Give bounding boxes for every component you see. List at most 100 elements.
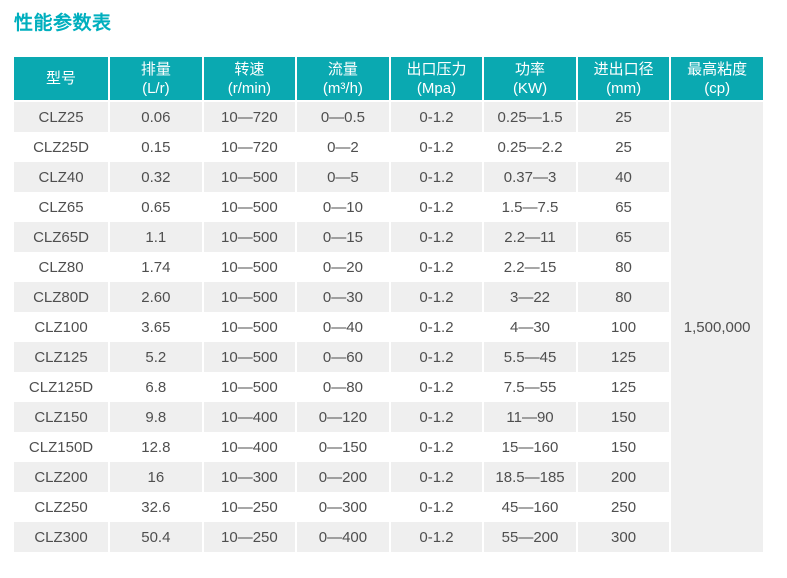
cell-speed: 10—500 (201, 282, 296, 312)
cell-power: 0.25—2.2 (482, 132, 576, 162)
cell-port-diameter: 25 (575, 102, 670, 132)
cell-outlet-pressure: 0-1.2 (388, 492, 483, 522)
cell-outlet-pressure: 0-1.2 (388, 192, 483, 222)
table-row-clz25d: CLZ25D 0.15 10—720 0—2 0-1.2 0.25—2.2 25 (14, 132, 763, 162)
column-header-speed: 转速 (r/min) (201, 57, 296, 102)
column-label: 排量 (140, 60, 171, 78)
cell-outlet-pressure: 0-1.2 (388, 102, 483, 132)
column-unit: (Mpa) (416, 79, 457, 97)
column-header-outlet-pressure: 出口压力 (Mpa) (388, 57, 483, 102)
cell-model: CLZ300 (14, 522, 109, 552)
cell-model: CLZ80D (14, 282, 109, 312)
cell-displacement: 6.8 (108, 372, 202, 402)
cell-outlet-pressure: 0-1.2 (388, 522, 483, 552)
cell-port-diameter: 200 (575, 462, 670, 492)
cell-port-diameter: 65 (575, 192, 670, 222)
cell-speed: 10—720 (201, 102, 296, 132)
table-row-clz250: CLZ250 32.6 10—250 0—300 0-1.2 45—160 250 (14, 492, 763, 522)
cell-port-diameter: 125 (575, 342, 670, 372)
cell-flow: 0—150 (295, 432, 389, 462)
cell-displacement: 0.06 (108, 102, 202, 132)
cell-power: 3—22 (482, 282, 576, 312)
cell-port-diameter: 65 (575, 222, 670, 252)
cell-port-diameter: 300 (575, 522, 670, 552)
cell-flow: 0—200 (295, 462, 389, 492)
cell-port-diameter: 250 (575, 492, 670, 522)
column-unit: (m³/h) (322, 79, 363, 97)
cell-outlet-pressure: 0-1.2 (388, 462, 483, 492)
cell-displacement: 12.8 (108, 432, 202, 462)
cell-outlet-pressure: 0-1.2 (388, 282, 483, 312)
cell-power: 0.37—3 (482, 162, 576, 192)
cell-outlet-pressure: 0-1.2 (388, 432, 483, 462)
cell-speed: 10—720 (201, 132, 296, 162)
cell-outlet-pressure: 0-1.2 (388, 132, 483, 162)
column-header-max-viscosity: 最高粘度 (cp) (669, 57, 763, 102)
cell-displacement: 3.65 (108, 312, 202, 342)
performance-spec-table: 型号 排量 (L/r) 转速 (r/min) 流量 (m³/h) 出口压力 (Mpa) 功率 (KW… (14, 57, 763, 552)
table-row-clz125d: CLZ125D 6.8 10—500 0—80 0-1.2 7.5—55 125 (14, 372, 763, 402)
cell-flow: 0—40 (295, 312, 389, 342)
cell-displacement: 16 (108, 462, 202, 492)
table-row-clz25: CLZ25 0.06 10—720 0—0.5 0-1.2 0.25—1.5 25 1,500… (14, 102, 763, 552)
cell-port-diameter: 125 (575, 372, 670, 402)
cell-speed: 10—400 (201, 402, 296, 432)
table-row-clz40: CLZ40 0.32 10—500 0—5 0-1.2 0.37—3 40 (14, 162, 763, 192)
page-title: 性能参数表 (14, 13, 112, 34)
cell-model: CLZ150 (14, 402, 109, 432)
column-header-model: 型号 (14, 57, 109, 102)
cell-model: CLZ40 (14, 162, 109, 192)
cell-displacement: 9.8 (108, 402, 202, 432)
cell-displacement: 0.65 (108, 192, 202, 222)
cell-model: CLZ125 (14, 342, 109, 372)
cell-speed: 10—400 (201, 432, 296, 462)
column-unit: (cp) (704, 79, 731, 97)
cell-flow: 0—120 (295, 402, 389, 432)
table-row-clz150d: CLZ150D 12.8 10—400 0—150 0-1.2 15—160 150 (14, 432, 763, 462)
cell-displacement: 2.60 (108, 282, 202, 312)
cell-port-diameter: 100 (575, 312, 670, 342)
column-label: 功率 (515, 60, 546, 78)
cell-port-diameter: 25 (575, 132, 670, 162)
table-row-clz300: CLZ300 50.4 10—250 0—400 0-1.2 55—200 300 (14, 522, 763, 552)
cell-power: 55—200 (482, 522, 576, 552)
cell-model: CLZ25 (14, 102, 109, 132)
table-row-clz125: CLZ125 5.2 10—500 0—60 0-1.2 5.5—45 125 (14, 342, 763, 372)
cell-power: 7.5—55 (482, 372, 576, 402)
column-header-power: 功率 (KW) (482, 57, 576, 102)
table-row-clz150: CLZ150 9.8 10—400 0—120 0-1.2 11—90 150 (14, 402, 763, 432)
cell-model: CLZ150D (14, 432, 109, 462)
cell-displacement: 0.15 (108, 132, 202, 162)
cell-model: CLZ80 (14, 252, 109, 282)
cell-displacement: 1.1 (108, 222, 202, 252)
column-header-port-diameter: 进出口径 (mm) (575, 57, 670, 102)
cell-power: 11—90 (482, 402, 576, 432)
cell-power: 5.5—45 (482, 342, 576, 372)
cell-speed: 10—500 (201, 162, 296, 192)
cell-speed: 10—500 (201, 252, 296, 282)
column-label: 最高粘度 (687, 60, 748, 78)
cell-displacement: 32.6 (108, 492, 202, 522)
cell-power: 2.2—11 (482, 222, 576, 252)
column-label: 转速 (234, 60, 265, 78)
cell-port-diameter: 80 (575, 282, 670, 312)
cell-port-diameter: 150 (575, 432, 670, 462)
cell-speed: 10—250 (201, 492, 296, 522)
table-header: 型号 排量 (L/r) 转速 (r/min) 流量 (m³/h) 出口压力 (Mpa) 功率 (KW… (14, 57, 763, 102)
cell-outlet-pressure: 0-1.2 (388, 312, 483, 342)
cell-model: CLZ25D (14, 132, 109, 162)
cell-flow: 0—15 (295, 222, 389, 252)
cell-outlet-pressure: 0-1.2 (388, 222, 483, 252)
cell-speed: 10—250 (201, 522, 296, 552)
cell-flow: 0—400 (295, 522, 389, 552)
cell-model: CLZ100 (14, 312, 109, 342)
table-body: CLZ25 0.06 10—720 0—0.5 0-1.2 0.25—1.5 25 1,500… (14, 102, 763, 552)
cell-outlet-pressure: 0-1.2 (388, 162, 483, 192)
cell-outlet-pressure: 0-1.2 (388, 372, 483, 402)
cell-displacement: 5.2 (108, 342, 202, 372)
cell-flow: 0—2 (295, 132, 389, 162)
cell-speed: 10—500 (201, 342, 296, 372)
cell-displacement: 50.4 (108, 522, 202, 552)
cell-outlet-pressure: 0-1.2 (388, 342, 483, 372)
column-label: 进出口径 (593, 60, 654, 78)
